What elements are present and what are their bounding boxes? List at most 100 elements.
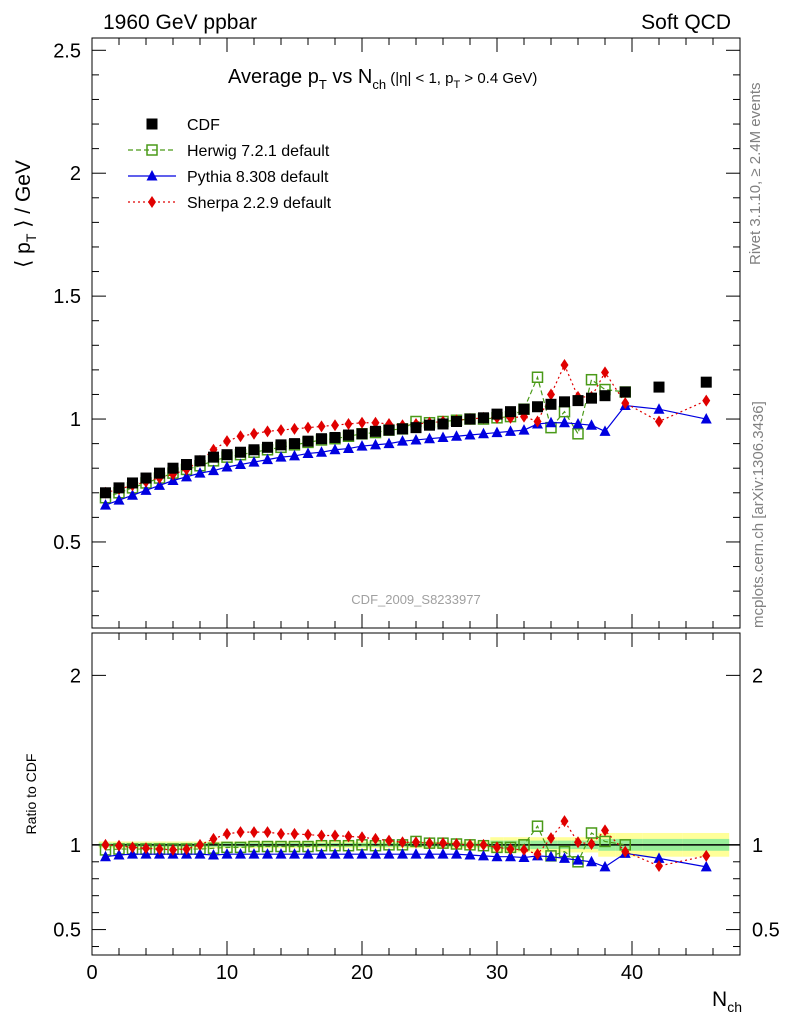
data-point	[262, 441, 273, 453]
series-line	[105, 820, 707, 867]
data-point	[560, 358, 569, 371]
data-point	[559, 416, 570, 428]
data-point	[410, 433, 422, 445]
data-point	[358, 416, 366, 429]
data-point	[398, 836, 407, 849]
header-process-label: Soft QCD	[641, 11, 731, 34]
data-point	[371, 416, 380, 429]
data-point	[451, 416, 462, 427]
data-point	[235, 446, 246, 458]
data-point	[397, 423, 408, 435]
x-tick-label: 30	[486, 962, 508, 984]
ratio-y-axis-label: Ratio to CDF	[23, 754, 39, 835]
data-point	[518, 403, 530, 415]
data-point	[113, 849, 125, 860]
data-point	[397, 435, 408, 446]
data-point	[208, 451, 219, 463]
data-point	[343, 848, 354, 859]
ratio-axis-ticks: 0 10 20 30 40 0.5 0.5 1 1 2 2	[53, 633, 780, 984]
data-point	[518, 851, 530, 863]
data-point	[236, 430, 245, 443]
data-point	[653, 381, 665, 393]
data-point	[209, 832, 218, 845]
data-point	[169, 843, 177, 856]
data-point	[601, 824, 609, 837]
data-point	[289, 449, 300, 461]
data-point	[464, 429, 476, 440]
data-point	[329, 443, 341, 455]
data-point	[533, 415, 542, 428]
data-point	[478, 427, 489, 439]
data-point	[290, 827, 299, 840]
data-point	[439, 837, 447, 850]
data-point	[317, 829, 326, 842]
data-point	[619, 386, 631, 398]
y-tick-label-right: 2	[752, 665, 763, 687]
data-point	[531, 371, 544, 383]
data-point	[343, 442, 354, 454]
data-point	[208, 849, 219, 860]
data-point	[545, 850, 557, 862]
data-point	[466, 838, 474, 851]
data-point	[547, 388, 555, 401]
data-point	[410, 848, 422, 859]
data-point	[599, 835, 611, 848]
data-point	[437, 418, 449, 430]
data-point	[370, 425, 381, 437]
data-point	[464, 849, 476, 860]
data-point	[263, 826, 272, 839]
legend-marker	[148, 196, 156, 208]
data-point	[478, 412, 489, 424]
data-point	[115, 839, 123, 852]
data-point	[250, 826, 258, 839]
data-point	[329, 431, 341, 443]
data-point	[331, 419, 339, 432]
data-point	[700, 860, 712, 872]
data-point	[316, 433, 327, 445]
x-tick-label: 20	[351, 962, 373, 984]
data-point	[263, 425, 272, 438]
data-point	[235, 848, 246, 859]
header-energy-label: 1960 GeV ppbar	[103, 11, 257, 34]
data-point	[262, 848, 273, 859]
data-point	[236, 826, 245, 839]
data-point	[331, 829, 339, 842]
data-point	[289, 438, 300, 450]
data-point	[700, 413, 712, 424]
data-point	[452, 837, 461, 850]
data-point	[302, 848, 314, 859]
data-point	[424, 432, 435, 444]
y-tick-label: 2	[70, 163, 81, 185]
data-point	[653, 852, 665, 863]
y-tick-label-right: 0.5	[752, 920, 780, 942]
data-point	[100, 850, 111, 862]
data-point	[100, 499, 111, 510]
data-point	[385, 834, 393, 847]
data-point	[559, 852, 570, 863]
data-point	[181, 470, 192, 482]
data-point	[277, 424, 285, 437]
data-point	[290, 422, 299, 435]
data-point	[572, 417, 584, 429]
data-point	[302, 435, 314, 447]
data-point	[221, 449, 233, 461]
legend-marker	[146, 170, 158, 181]
data-point	[196, 838, 204, 851]
data-point	[223, 827, 231, 840]
data-point	[304, 421, 312, 434]
data-point	[410, 422, 422, 434]
data-point	[491, 408, 503, 420]
x-tick-label: 10	[216, 962, 238, 984]
data-point	[702, 849, 711, 862]
data-point	[127, 477, 138, 489]
data-point	[383, 437, 395, 449]
data-point	[208, 464, 219, 476]
data-point	[356, 440, 368, 451]
legend-label: Sherpa 2.2.9 default	[187, 195, 332, 212]
analysis-id-watermark: CDF_2009_S8233977	[351, 592, 480, 607]
data-point	[302, 447, 314, 458]
data-point	[370, 438, 381, 450]
data-point	[344, 417, 353, 430]
data-point	[653, 403, 665, 414]
data-point	[532, 401, 543, 413]
